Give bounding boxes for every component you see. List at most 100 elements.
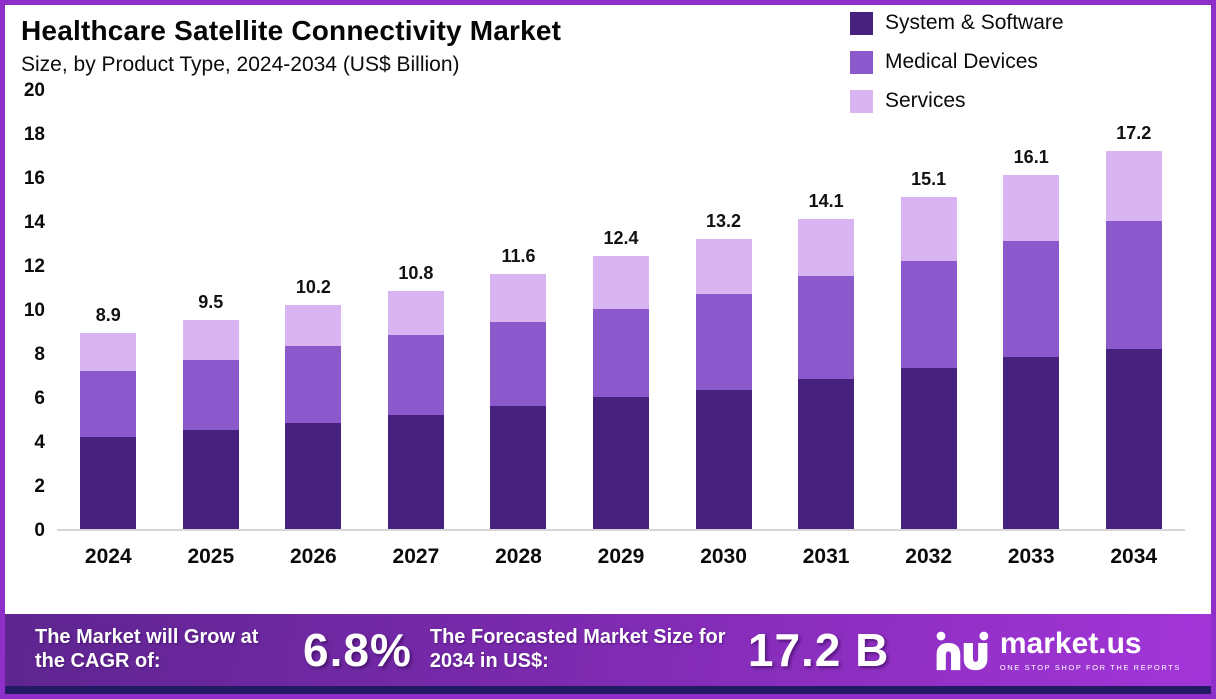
bar-column: 12.4 [570, 91, 673, 529]
bar-segment-medical-devices [1003, 240, 1060, 358]
legend-swatch-medical-devices-icon [850, 50, 873, 74]
bar-segment-medical-devices [695, 293, 752, 391]
bar-segment-services [1003, 174, 1060, 241]
forecast-label: The Forecasted Market Size for 2034 in U… [429, 626, 726, 672]
bar-column: 15.1 [877, 91, 980, 529]
bar-segment-system-software [798, 379, 855, 529]
legend-item-services: Services [850, 89, 1064, 113]
bar-column: 9.5 [160, 91, 263, 529]
bar-segment-medical-devices [80, 370, 137, 437]
bar-total-label: 9.5 [198, 292, 224, 313]
bar-segment-services [490, 273, 547, 323]
x-axis-label: 2025 [187, 545, 235, 568]
x-axis-label: 2027 [392, 545, 440, 568]
bar-segment-services [695, 238, 752, 294]
y-axis-tick-label: 6 [34, 388, 45, 409]
legend-item-system-software: System & Software [850, 11, 1064, 35]
y-axis-tick-label: 12 [23, 256, 45, 277]
legend-label: System & Software [885, 11, 1064, 34]
bar-segment-services [285, 304, 342, 347]
bar-total-label: 15.1 [911, 168, 947, 189]
brand-tagline: ONE STOP SHOP FOR THE REPORTS [999, 662, 1181, 672]
bar-total-label: 10.2 [295, 276, 331, 297]
bar-segment-services [182, 320, 239, 360]
chart-section: 0 2 4 6 8 10 12 14 16 18 20 8.9 9.5 10.2 10.8 11.6 12.4… [5, 77, 1211, 614]
legend-swatch-system-software-icon [850, 11, 873, 35]
chart-body: 0 2 4 6 8 10 12 14 16 18 20 8.9 9.5 10.2 10.8 11.6 12.4… [5, 80, 1211, 541]
y-axis-tick-label: 18 [23, 124, 45, 145]
bar-stack [593, 256, 649, 529]
legend-swatch-services-icon [850, 89, 873, 113]
bar-segment-medical-devices [798, 276, 855, 380]
bar-segment-services [900, 196, 957, 261]
brand-text: market.us ONE STOP SHOP FOR THE REPORTS [999, 626, 1181, 672]
bar-total-label: 16.1 [1013, 146, 1049, 167]
bar-column: 10.8 [365, 91, 468, 529]
bar-segment-system-software [387, 414, 444, 529]
bar-segment-services [80, 333, 137, 371]
bar-segment-services [387, 291, 444, 336]
bar-column: 10.2 [262, 91, 365, 529]
chart-subtitle: Size, by Product Type, 2024-2034 (US$ Bi… [21, 53, 460, 76]
bar-total-label: 8.9 [95, 305, 121, 326]
brand-name: market.us [999, 626, 1142, 660]
y-axis-tick-label: 4 [34, 432, 45, 453]
y-axis-tick-label: 10 [23, 300, 45, 321]
market-us-logo-icon [936, 631, 989, 671]
x-axis-label: 2026 [290, 545, 337, 568]
bar-segment-system-software [490, 405, 547, 529]
bars-container: 8.9 9.5 10.2 10.8 11.6 12.4 13.2 14.1 15.1 16.1 17… [57, 91, 1185, 529]
bar-total-label: 11.6 [501, 245, 536, 266]
bar-segment-medical-devices [182, 359, 239, 430]
bar-column: 8.9 [57, 91, 160, 529]
y-axis-tick-label: 8 [34, 344, 45, 365]
bar-segment-system-software [182, 430, 239, 529]
bar-stack [490, 273, 547, 529]
bar-stack [1003, 174, 1060, 529]
bar-segment-system-software [1105, 348, 1162, 529]
y-axis-tick-label: 0 [34, 520, 45, 541]
x-axis: 2024 2025 2026 2027 2028 2029 2030 2031 2032 2033… [57, 531, 1185, 569]
cagr-value: 6.8% [303, 624, 412, 676]
y-axis-tick-label: 20 [23, 80, 45, 101]
legend-label: Medical Devices [885, 50, 1038, 73]
bar-stack [80, 333, 137, 529]
bar-segment-medical-devices [285, 346, 342, 424]
bar-stack [387, 291, 444, 529]
x-axis-label: 2030 [700, 545, 747, 568]
bar-stack [695, 238, 752, 529]
bar-stack [1105, 150, 1162, 529]
legend-label: Services [885, 89, 966, 112]
bar-column: 13.2 [672, 91, 775, 529]
bar-segment-system-software [80, 436, 137, 529]
bar-segment-medical-devices [387, 335, 444, 415]
bar-segment-system-software [900, 368, 957, 529]
bar-total-label: 14.1 [808, 190, 844, 211]
bar-segment-system-software [1003, 357, 1060, 529]
bar-segment-system-software [593, 397, 649, 529]
bar-stack [798, 218, 855, 529]
bar-segment-medical-devices [1105, 221, 1162, 349]
y-axis-tick-label: 14 [23, 212, 45, 233]
forecast-value: 17.2 B [747, 624, 890, 676]
bar-segment-system-software [695, 390, 752, 529]
bar-total-label: 13.2 [706, 210, 742, 231]
footer-bottom-strip [5, 686, 1211, 694]
bar-segment-system-software [285, 423, 342, 529]
bar-segment-medical-devices [900, 260, 957, 369]
x-axis-label: 2031 [802, 545, 850, 568]
x-axis-label: 2034 [1110, 545, 1158, 568]
footer-banner: The Market will Grow at the CAGR of: 6.8… [5, 614, 1211, 686]
bar-total-label: 12.4 [603, 228, 639, 249]
bar-stack [182, 320, 239, 529]
bar-column: 17.2 [1082, 91, 1185, 529]
cagr-label: The Market will Grow at the CAGR of: [35, 626, 259, 672]
y-axis: 0 2 4 6 8 10 12 14 16 18 20 [5, 80, 57, 541]
chart-legend: System & Software Medical Devices Servic… [850, 11, 1064, 113]
x-axis-label: 2032 [905, 545, 952, 568]
x-axis-label: 2033 [1007, 545, 1055, 568]
y-axis-tick-label: 2 [34, 476, 45, 497]
legend-item-medical-devices: Medical Devices [850, 50, 1064, 74]
bar-segment-services [1105, 150, 1162, 222]
